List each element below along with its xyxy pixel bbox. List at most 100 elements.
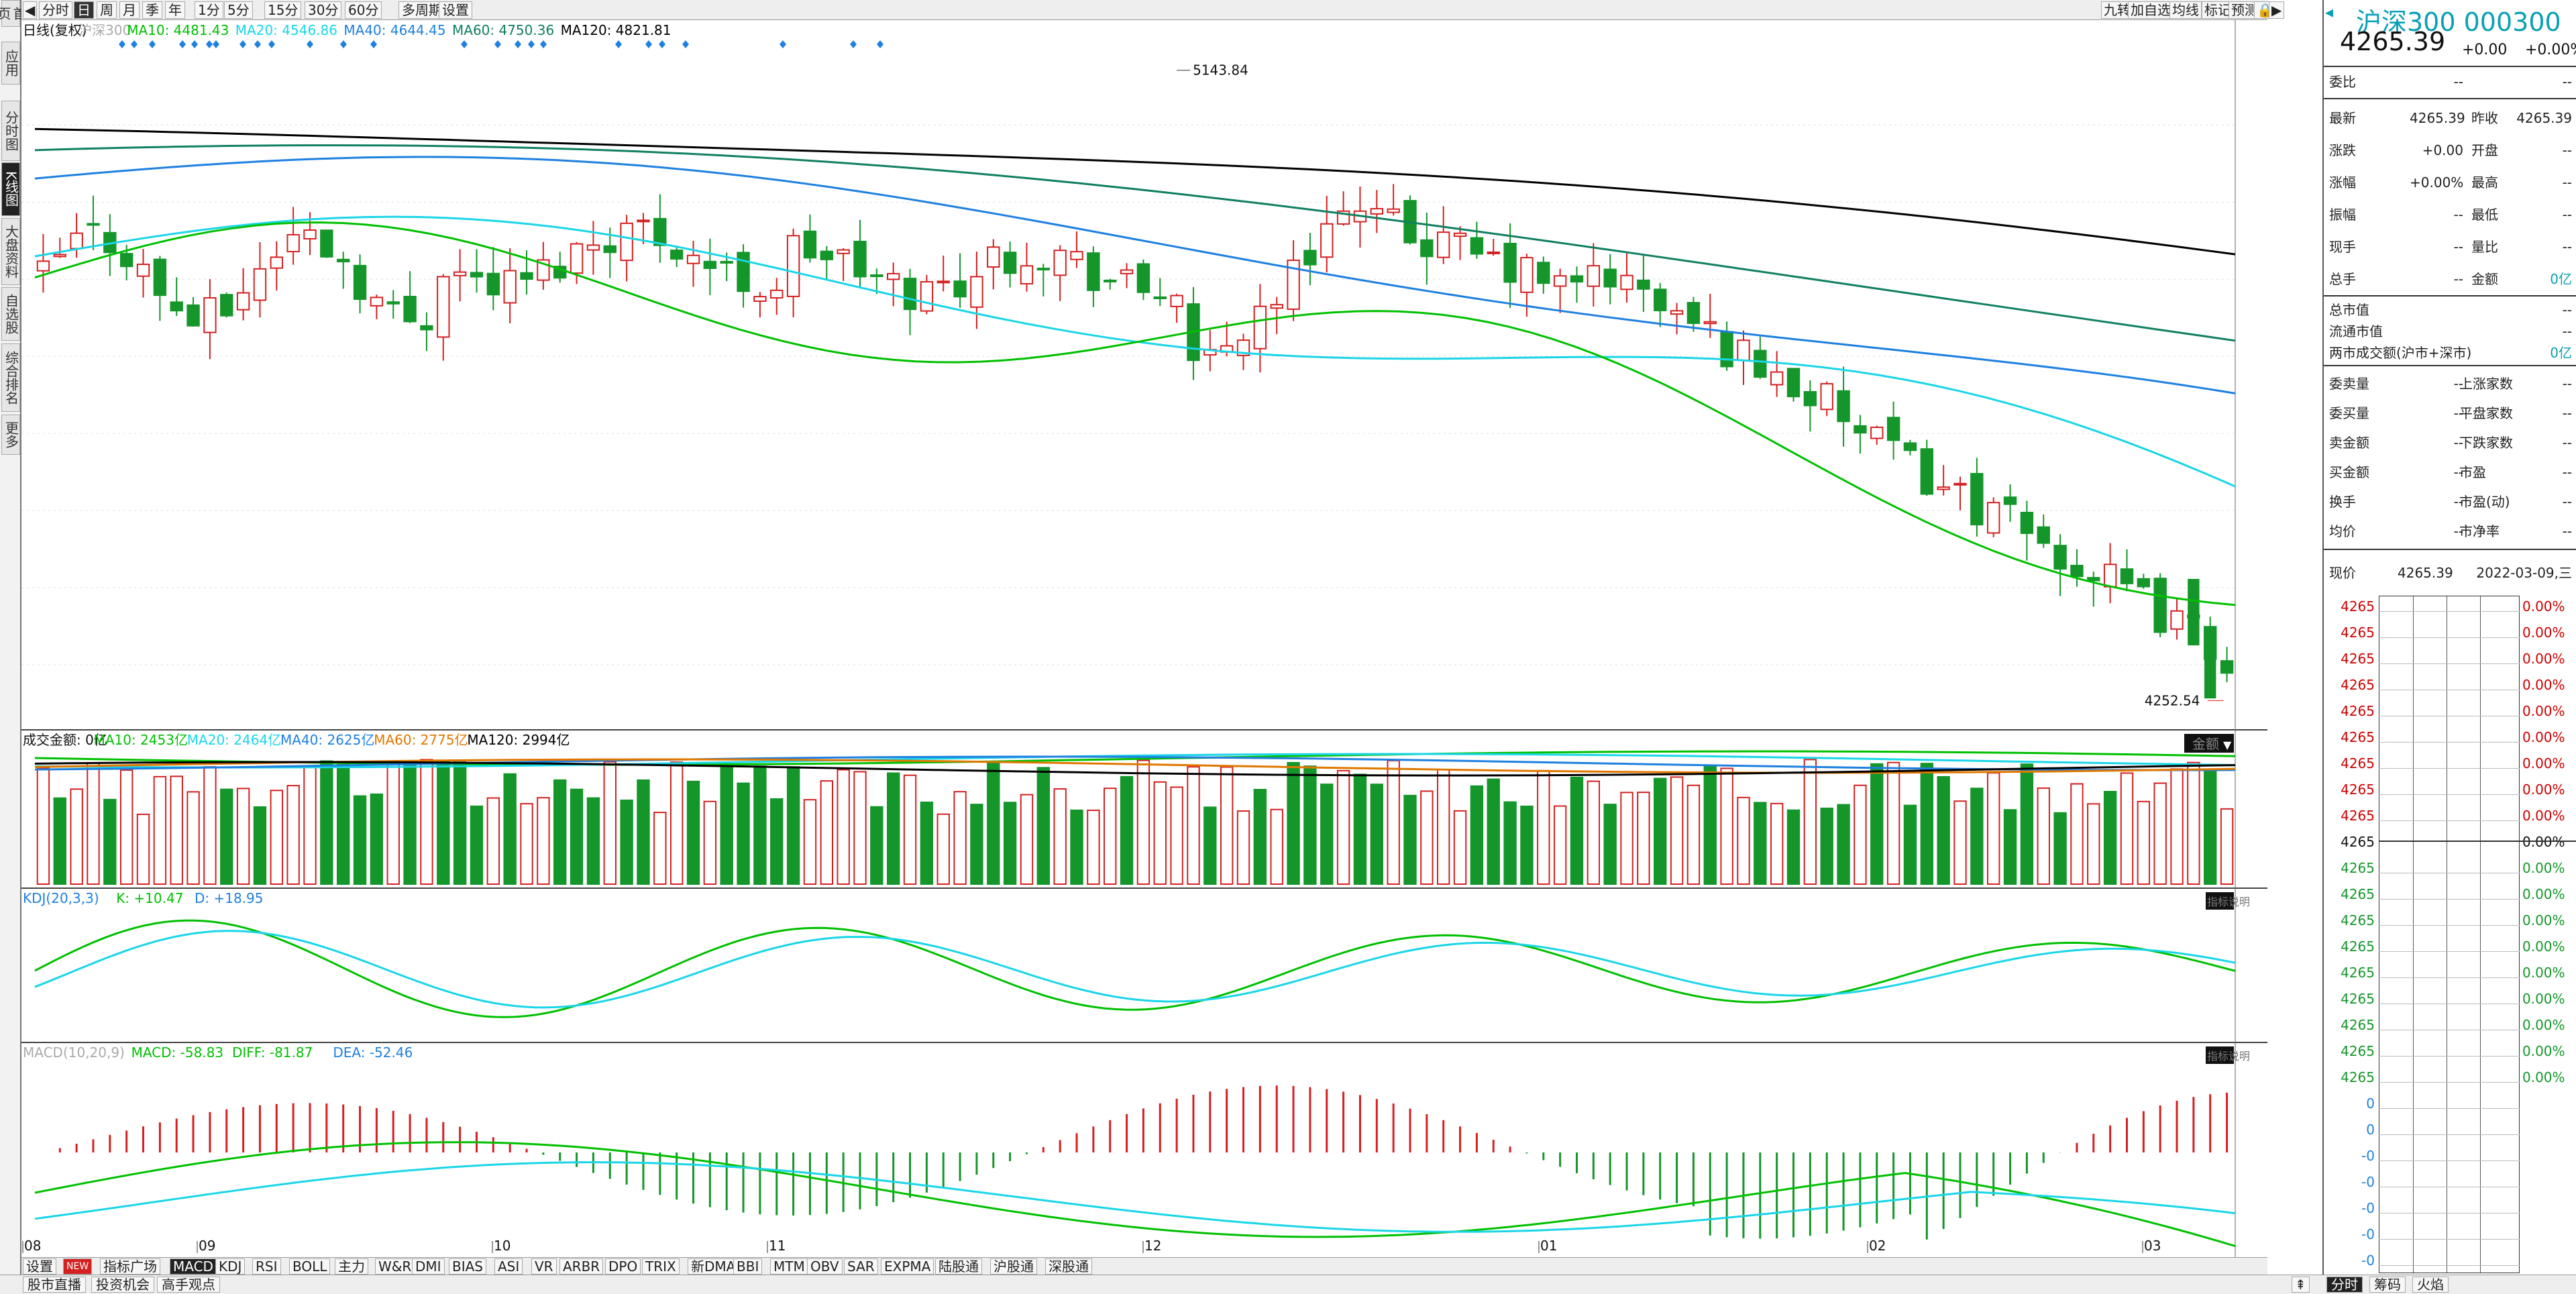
sidebar-item-watchlist[interactable]: 自选股	[1, 287, 20, 341]
market-value-2: --	[2562, 376, 2572, 392]
volume-bar	[1520, 805, 1534, 885]
indicator-tab-9[interactable]: DMI	[412, 1258, 445, 1275]
period-11[interactable]: 多周期	[398, 1, 445, 19]
sidebar-item-home[interactable]: 首页	[0, 0, 27, 27]
candle-body	[1136, 263, 1150, 293]
indicator-tab-14[interactable]: DPO	[605, 1258, 641, 1275]
indicator-tab-4[interactable]: KDJ	[215, 1258, 246, 1275]
sidebar-item-more[interactable]: 更多	[1, 415, 20, 455]
sidebar-item-kline[interactable]: K线图	[1, 162, 20, 216]
panel-tab-2[interactable]: 火焰	[2412, 1277, 2449, 1293]
candle-body	[1686, 302, 1701, 324]
candle-body	[1120, 269, 1134, 274]
candle-body	[320, 229, 333, 258]
period-9[interactable]: 30分	[305, 1, 342, 19]
candle-body	[1236, 339, 1250, 356]
indicator-tab-12[interactable]: VR	[531, 1258, 557, 1275]
volume-bar	[2220, 808, 2234, 885]
candle-body	[1537, 262, 1550, 284]
sidebar-item-apps[interactable]: 应用	[1, 42, 20, 85]
left-arrow-icon[interactable]: ◀	[23, 1, 38, 19]
indicator-tab-17[interactable]: BBI	[733, 1258, 763, 1275]
sidebar-item-market-data[interactable]: 大盘资料	[1, 218, 20, 285]
candle-body	[953, 280, 967, 298]
volume-bar	[753, 765, 767, 885]
panel-tab-1[interactable]: 筹码	[2369, 1277, 2406, 1293]
period-5[interactable]: 年	[165, 1, 185, 19]
period-0[interactable]: 分时	[39, 1, 72, 19]
stats-label: 两市成交额(沪市+深市)	[2329, 345, 2472, 361]
event-markers	[119, 40, 883, 48]
indicator-tab-10[interactable]: BIAS	[449, 1258, 486, 1275]
end-arrow-icon[interactable]: ▶	[2269, 1, 2285, 19]
prev-stock-icon[interactable]: ◂	[2325, 3, 2334, 21]
period-10[interactable]: 60分	[345, 1, 382, 19]
indicator-tab-2[interactable]: 指标广场	[100, 1258, 160, 1275]
toolbar-right-1[interactable]: 加自选	[2128, 1, 2174, 19]
indicator-tab-6[interactable]: BOLL	[289, 1258, 331, 1275]
toolbar-right-2[interactable]: 均线	[2169, 1, 2202, 19]
quote-row: 总手 -- 金额 0亿	[2329, 264, 2572, 294]
volume-bar	[2070, 783, 2084, 885]
profile-pct-row: 0.00%	[2522, 781, 2565, 798]
sidebar-item-timeshare[interactable]: 分时图	[1, 101, 20, 161]
volume-bar	[1803, 759, 1817, 885]
scroll-up-icon[interactable]: ⇞	[2292, 1277, 2310, 1293]
status-experts[interactable]: 高手观点	[157, 1277, 220, 1293]
profile-pct-row: 0.00%	[2522, 1069, 2565, 1085]
period-7[interactable]: 5分	[224, 1, 253, 19]
status-opportunity[interactable]: 投资机会	[91, 1277, 154, 1293]
candle-body	[1036, 268, 1051, 271]
volume-bar	[653, 812, 667, 885]
indicator-tab-8[interactable]: W&R	[375, 1258, 415, 1275]
period-12[interactable]: 设置	[439, 1, 472, 19]
ma-legend-2: MA40: 4644.45	[343, 22, 445, 38]
indicator-tab-0[interactable]: 设置	[23, 1258, 56, 1275]
quote-row: 涨跌 +0.00 开盘 --	[2329, 136, 2572, 165]
indicator-tab-20[interactable]: SAR	[844, 1258, 878, 1275]
indicator-tab-22[interactable]: 陆股通	[935, 1258, 982, 1275]
candle-body	[437, 276, 450, 338]
indicator-tab-1[interactable]: NEW	[63, 1258, 93, 1275]
indicator-tab-5[interactable]: RSI	[252, 1258, 281, 1275]
candle-body	[2020, 511, 2034, 534]
volume-bar	[1854, 784, 1867, 885]
indicator-tab-13[interactable]: ARBR	[559, 1258, 604, 1275]
indicator-tab-21[interactable]: EXPMA	[881, 1258, 934, 1275]
period-2[interactable]: 周	[97, 1, 117, 19]
panel-tab-0[interactable]: 分时	[2326, 1277, 2363, 1293]
ma120-line	[34, 127, 2236, 256]
volume-bar	[1220, 766, 1234, 885]
period-3[interactable]: 月	[119, 1, 140, 19]
indicator-tab-16[interactable]: 新DMA	[688, 1258, 739, 1275]
indicator-tab-11[interactable]: ASI	[494, 1258, 523, 1275]
indicator-tab-7[interactable]: 主力	[335, 1258, 368, 1275]
indicator-tab-19[interactable]: OBV	[807, 1258, 843, 1275]
chip-grid-h	[2379, 794, 2520, 795]
period-1[interactable]: 日	[74, 1, 94, 19]
indicator-tab-18[interactable]: MTM	[770, 1258, 808, 1275]
market-row: 均价 -- 市净率 --	[2329, 517, 2572, 546]
market-label-2: 市净率	[2459, 523, 2500, 539]
kdj-k-line	[34, 919, 2236, 1018]
left-sidebar: 首页 应用 分时图 K线图 大盘资料 自选股 综合排名 更多	[0, 0, 27, 1294]
period-8[interactable]: 15分	[264, 1, 302, 19]
indicator-tab-15[interactable]: TRIX	[642, 1258, 680, 1275]
kline-chart[interactable]: 5143.844252.5451935084497448634754464445…	[21, 20, 2267, 1259]
candle-body	[1737, 339, 1750, 362]
profile-pct-row: 0.00%	[2522, 965, 2565, 981]
volume-bar	[1870, 763, 1884, 885]
indicator-tab-23[interactable]: 沪股通	[990, 1258, 1037, 1275]
x-label: 10	[494, 1238, 511, 1254]
period-6[interactable]: 1分	[195, 1, 223, 19]
stats-value: 0亿	[2550, 345, 2572, 361]
profile-pct-row: 0.00%	[2522, 1017, 2565, 1033]
sidebar-item-ranking[interactable]: 综合排名	[1, 343, 20, 412]
volume-bar	[720, 767, 733, 885]
indicator-tab-3[interactable]: MACD	[170, 1258, 217, 1275]
period-4[interactable]: 季	[142, 1, 162, 19]
volume-bar	[70, 788, 83, 885]
status-live[interactable]: 股市直播	[23, 1277, 86, 1293]
indicator-tab-24[interactable]: 深股通	[1045, 1258, 1092, 1275]
candle-body	[887, 272, 900, 280]
